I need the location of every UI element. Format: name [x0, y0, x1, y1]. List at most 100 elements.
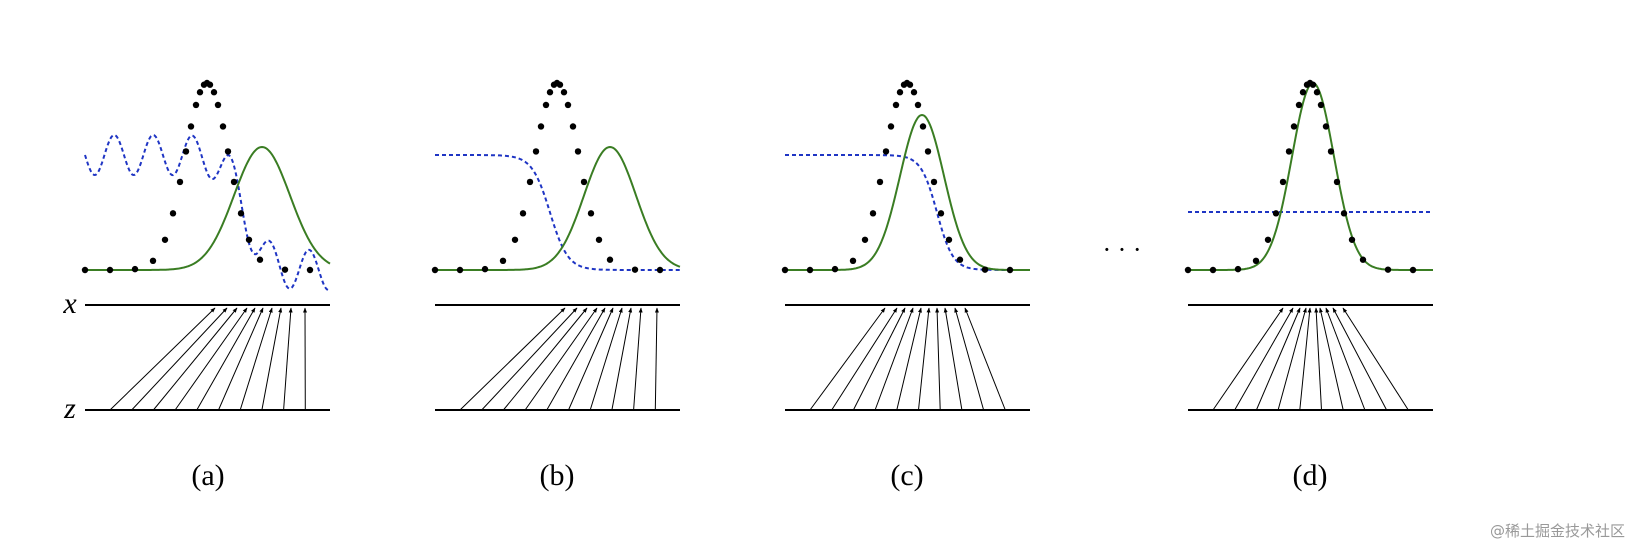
data-dot: [1309, 81, 1317, 88]
mapping-arrow: [196, 307, 256, 411]
data-dot: [924, 148, 932, 155]
mapping-arrow: [943, 307, 963, 411]
data-dot: [1409, 266, 1417, 274]
panel: (d): [1184, 79, 1433, 492]
mapping-arrow: [1314, 307, 1322, 411]
data-dot: [564, 101, 572, 109]
caption: (c): [890, 459, 923, 492]
data-dot: [606, 256, 614, 263]
data-dot: [919, 123, 927, 130]
data-dot: [431, 266, 439, 274]
data-dot: [81, 266, 89, 274]
data-dot: [1264, 236, 1272, 243]
data-dot: [149, 257, 157, 265]
mapping-arrow: [1319, 307, 1344, 411]
data-dot: [906, 81, 914, 88]
data-dot: [831, 265, 839, 273]
data-dot: [230, 178, 238, 186]
data-dot: [176, 178, 184, 186]
mapping-arrow: [568, 307, 614, 411]
mapping-arrow: [896, 307, 922, 411]
mapping-arrow: [654, 307, 659, 411]
data-dot: [981, 266, 989, 273]
mapping-arrow: [1212, 307, 1284, 411]
panel: (a): [81, 79, 331, 492]
data-dot: [1322, 123, 1330, 130]
data-dot: [532, 148, 540, 155]
data-dot: [281, 266, 289, 273]
mapping-arrow: [503, 307, 588, 411]
mapping-arrow: [633, 307, 643, 411]
mapping-arrow: [131, 307, 228, 411]
data-dot: [542, 101, 550, 109]
mapping-arrow: [481, 307, 578, 411]
data-dot: [580, 178, 588, 186]
data-dot: [1006, 266, 1014, 274]
mapping-arrow: [546, 307, 606, 411]
mapping-arrow: [1255, 307, 1301, 411]
data-dot: [511, 236, 519, 243]
data-dot: [456, 266, 464, 274]
mapping-arrow: [218, 307, 264, 411]
caption: (d): [1293, 459, 1328, 492]
data-dot: [537, 123, 545, 130]
data-dot: [1272, 210, 1280, 217]
blue-dashed-curve: [84, 133, 331, 291]
green-curve: [435, 145, 681, 271]
mapping-arrow: [1325, 307, 1366, 411]
data-dot: [631, 266, 639, 273]
green-curve: [85, 145, 331, 271]
mapping-arrow: [852, 307, 906, 411]
mapping-arrow: [109, 307, 216, 411]
mapping-arrow: [964, 307, 1006, 411]
mapping-arrow: [954, 307, 985, 411]
watermark: @稀土掘金技术社区: [1490, 522, 1625, 540]
data-dot: [945, 236, 953, 243]
data-dot: [869, 210, 877, 217]
green-curve: [1188, 81, 1433, 271]
data-dot: [224, 148, 232, 155]
data-dot: [896, 89, 904, 96]
data-dot: [519, 210, 527, 217]
x-label: x: [62, 287, 77, 320]
mapping-arrow: [918, 307, 931, 411]
data-dot: [192, 101, 200, 109]
mapping-arrow: [261, 307, 283, 411]
data-dot: [169, 210, 177, 217]
data-dot: [237, 210, 245, 217]
data-dot: [1295, 101, 1303, 109]
mapping-arrow: [935, 307, 941, 411]
data-dot: [131, 265, 139, 273]
mapping-arrow: [524, 307, 598, 411]
data-dot: [587, 210, 595, 217]
data-dot: [806, 266, 814, 274]
data-dot: [210, 89, 218, 96]
caption: (b): [540, 459, 575, 492]
mapping-arrow: [1332, 307, 1388, 411]
z-label: z: [63, 392, 76, 425]
panel: (b): [431, 79, 681, 492]
data-dot: [1299, 89, 1307, 96]
ellipsis: · · ·: [1103, 235, 1142, 264]
data-dot: [481, 265, 489, 273]
data-dot: [1313, 89, 1321, 96]
panel: (c): [781, 79, 1030, 492]
mapping-arrow: [809, 307, 886, 411]
data-dot: [106, 266, 114, 274]
mapping-arrow: [874, 307, 914, 411]
green-curve: [785, 113, 1030, 271]
data-dot: [595, 236, 603, 243]
data-dot: [1209, 266, 1217, 274]
mapping-arrow: [283, 307, 293, 411]
data-dot: [256, 256, 264, 263]
blue-dashed-curve: [785, 154, 1030, 271]
data-dot: [1252, 257, 1260, 265]
data-dot: [1234, 265, 1242, 273]
data-dot: [546, 89, 554, 96]
data-dot: [1317, 101, 1325, 109]
data-dot: [187, 123, 195, 130]
data-dot: [956, 256, 964, 263]
data-dot: [781, 266, 789, 274]
data-dot: [914, 101, 922, 109]
